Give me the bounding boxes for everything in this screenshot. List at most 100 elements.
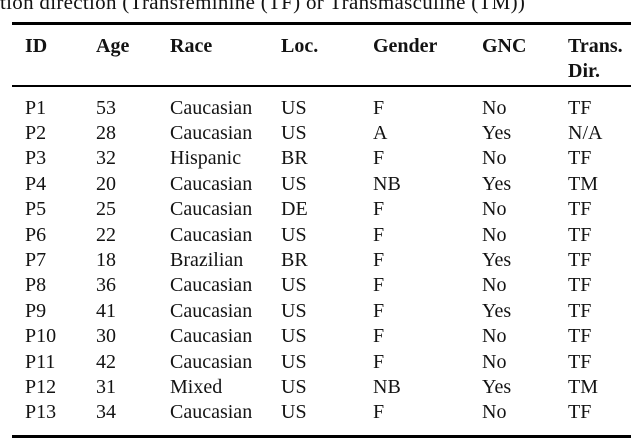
table-cell: F [373,147,385,170]
table-cell: P9 [25,299,47,322]
table-cell: TM [568,375,598,398]
table-row: P7 18 Brazilian BR F Yes TF [12,248,631,273]
table-cell: US [281,401,307,424]
table-cell: Caucasian [170,350,253,373]
table-cell: P8 [25,274,47,297]
table-cell: TF [568,325,592,348]
table-cell: F [373,350,385,373]
col-header-gender: Gender [373,23,482,87]
table-cell: Caucasian [170,121,253,144]
table-cell: TF [568,299,592,322]
table-cell: F [373,274,385,297]
table-cell: TF [568,248,592,271]
table-cell: P4 [25,172,47,195]
table-cell: P10 [25,325,57,348]
col-header-trans-dir: Trans. Dir. [568,23,631,87]
table-cell: P3 [25,147,47,170]
table-cell: 18 [96,248,116,271]
table-cell: US [281,96,307,119]
table-cell: TF [568,198,592,221]
table-cell: BR [281,248,308,271]
table-cell: 28 [96,121,116,144]
table-cell: Caucasian [170,299,253,322]
table-cell: A [373,121,388,144]
table-cell: 31 [96,375,116,398]
table-cell: TF [568,147,592,170]
table-cell: Caucasian [170,198,253,221]
table-cell: Yes [482,299,512,322]
table-cell: P5 [25,198,47,221]
table-cell: NB [373,375,401,398]
table-cell: Caucasian [170,172,253,195]
col-header-gnc: GNC [482,23,568,87]
table-cell: No [482,96,507,119]
table-body: P1 53 Caucasian US F No TF P2 28 Caucasian US A Yes N… [12,86,631,437]
table-row: P8 36 Caucasian US F No TF [12,273,631,298]
col-header-id: ID [12,23,96,87]
table-row: P10 30 Caucasian US F No TF [12,324,631,349]
table-cell: US [281,375,307,398]
table-cell: 53 [96,96,116,119]
table-cell: TF [568,350,592,373]
table-cell: US [281,325,307,348]
table-cell: P11 [25,350,56,373]
table-cell: No [482,223,507,246]
table-cell: Hispanic [170,147,242,170]
table-row: P12 31 Mixed US NB Yes TM [12,375,631,400]
table-cell: Brazilian [170,248,244,271]
table-row: P1 53 Caucasian US F No TF [12,86,631,121]
table-cell: Caucasian [170,401,253,424]
table-row: P13 34 Caucasian US F No TF [12,400,631,436]
table-cell: F [373,325,385,348]
table-row: P3 32 Hispanic BR F No TF [12,146,631,171]
table-cell: US [281,350,307,373]
table-cell: BR [281,147,308,170]
table-cell: No [482,401,507,424]
table-cell: Caucasian [170,274,253,297]
table-cell: Caucasian [170,96,253,119]
table-cell: P2 [25,121,47,144]
table-cell: Yes [482,375,512,398]
table-cell: 32 [96,147,116,170]
table-cell: Caucasian [170,325,253,348]
caption-text: tion direction (Transfeminine (TF) or Tr… [0,0,526,14]
table-cell: No [482,274,507,297]
col-header-age: Age [96,23,170,87]
table-cell: N/A [568,121,603,144]
table-cell: F [373,401,385,424]
table-cell: P13 [25,401,57,424]
table-cell: US [281,223,307,246]
table-cell: US [281,274,307,297]
table-cell: P6 [25,223,47,246]
header-row: ID Age Race Loc. Gender GNC Trans. Dir. [12,23,631,87]
table-cell: NB [373,172,401,195]
col-header-race: Race [170,23,281,87]
table-row: P2 28 Caucasian US A Yes N/A [12,121,631,146]
table-cell: F [373,96,385,119]
table-cell: TF [568,96,592,119]
table-caption-clipped: tion direction (Transfeminine (TF) or Tr… [0,0,640,15]
table-cell: No [482,147,507,170]
table-cell: TM [568,172,598,195]
table-cell: TF [568,223,592,246]
table-cell: F [373,198,385,221]
table-cell: 30 [96,325,116,348]
table-cell: DE [281,198,308,221]
table-cell: P7 [25,248,47,271]
table-cell: No [482,198,507,221]
table-cell: F [373,299,385,322]
table-cell: No [482,350,507,373]
table-cell: Mixed [170,375,223,398]
table-cell: No [482,325,507,348]
table-cell: 22 [96,223,116,246]
table-cell: Caucasian [170,223,253,246]
table-row: P11 42 Caucasian US F No TF [12,350,631,375]
table-row: P9 41 Caucasian US F Yes TF [12,299,631,324]
col-header-loc: Loc. [281,23,373,87]
table-row: P4 20 Caucasian US NB Yes TM [12,172,631,197]
table-cell: 20 [96,172,116,195]
table-cell: 36 [96,274,116,297]
table-cell: US [281,121,307,144]
table-cell: 41 [96,299,116,322]
table-cell: 34 [96,401,116,424]
